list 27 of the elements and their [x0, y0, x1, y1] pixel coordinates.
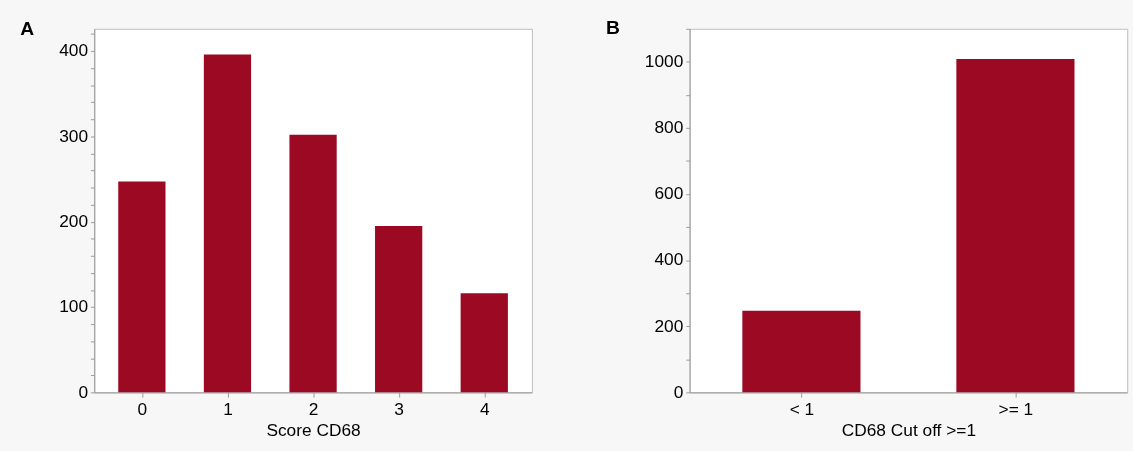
x-tick-label: 2 — [308, 398, 319, 419]
y-tick-label: 200 — [654, 315, 684, 336]
y-tick-label: 1000 — [644, 51, 684, 72]
bar — [460, 293, 508, 393]
y-tick-label: 200 — [59, 210, 88, 231]
y-tick-label: 600 — [654, 183, 684, 204]
y-tick-label: 300 — [59, 125, 88, 146]
x-axis-title: Score CD68 — [266, 420, 361, 441]
y-tick-label: 400 — [59, 40, 88, 61]
chart-title: B — [605, 17, 620, 39]
bar — [289, 134, 337, 393]
y-tick-label: 0 — [78, 381, 88, 402]
x-tick-label: 4 — [479, 398, 490, 419]
bar — [118, 181, 166, 393]
bar — [203, 54, 252, 393]
x-tick-label: < 1 — [789, 398, 815, 419]
y-tick-label: 800 — [654, 117, 684, 138]
y-tick-label: 100 — [59, 296, 88, 317]
x-axis-title: CD68 Cut off >=1 — [841, 420, 977, 441]
x-tick-label: 0 — [137, 398, 148, 419]
bar — [375, 225, 423, 393]
x-tick-label: 1 — [223, 398, 233, 419]
chart-title: A — [20, 17, 35, 39]
x-tick-label: 3 — [394, 398, 404, 419]
y-tick-label: 400 — [654, 249, 684, 270]
x-tick-label: >= 1 — [998, 398, 1034, 419]
y-tick-label: 0 — [673, 381, 684, 402]
